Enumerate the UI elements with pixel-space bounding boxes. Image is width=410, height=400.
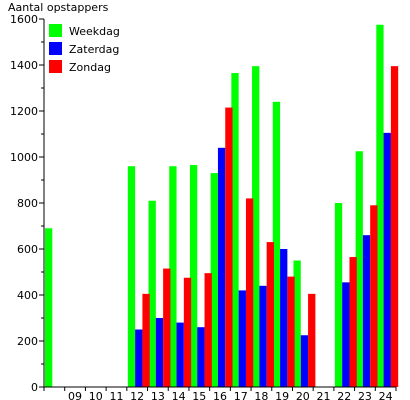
bar-zaterdag-16 (217, 147, 226, 387)
y-tick-label: 400 (17, 289, 38, 302)
x-tick-label: 16 (213, 390, 227, 400)
x-tick-label: 19 (275, 390, 289, 400)
bar-weekdag-14 (169, 166, 177, 387)
y-tick-label: 1200 (10, 105, 38, 118)
bar-weekdag-19 (272, 101, 281, 388)
legend-label-zondag: Zondag (69, 61, 111, 74)
bar-zaterdag-12 (135, 329, 143, 387)
legend: Weekdag Zaterdag Zondag (49, 24, 120, 74)
x-tick-label: 09 (68, 390, 82, 400)
bar-zondag-15 (204, 273, 212, 387)
x-axis: 09 10 11 12 13 14 15 16 17 18 19 20 21 22 23 24 (43, 386, 397, 400)
bar-weekdag-12 (127, 166, 136, 387)
bar-zondag-22 (349, 257, 357, 387)
bar-zaterdag-20 (300, 335, 309, 387)
bar-zaterdag-18 (259, 285, 267, 387)
x-tick-label: 20 (296, 390, 310, 400)
bar-zondag-23 (370, 205, 378, 387)
x-tick-label: 11 (109, 390, 123, 400)
bar-zaterdag-13 (155, 318, 164, 387)
bar-zondag-17 (245, 198, 254, 387)
bar-zondag-20 (308, 293, 316, 387)
bars (45, 24, 399, 388)
bar-zaterdag-22 (342, 282, 350, 387)
bar-zondag-19 (287, 276, 295, 387)
legend-swatch-zondag (49, 60, 62, 73)
y-tick-label: 1600 (10, 13, 38, 26)
bar-zaterdag-19 (280, 249, 288, 387)
bar-weekdag-17 (231, 73, 239, 388)
y-axis-label: Aantal opstappers (8, 1, 109, 14)
bar-zondag-16 (225, 107, 233, 388)
y-tick-label: 1400 (10, 59, 38, 72)
x-tick-label: 23 (358, 390, 372, 400)
legend-swatch-weekdag (49, 24, 62, 37)
bar-zondag-18 (266, 242, 274, 387)
bar-weekdag-16 (210, 173, 218, 387)
x-tick-label: 10 (89, 390, 103, 400)
x-tick-label: 17 (234, 390, 248, 400)
bar-weekdag-23 (355, 151, 363, 387)
x-tick-label: 18 (254, 390, 268, 400)
bar-zondag-13 (163, 268, 171, 387)
bar-zaterdag-15 (197, 327, 205, 387)
y-tick-label: 600 (17, 243, 38, 256)
bar-weekdag-18 (252, 66, 260, 388)
bar-weekdag-13 (148, 200, 156, 387)
bar-weekdag-15 (189, 165, 198, 387)
legend-label-weekdag: Weekdag (69, 25, 120, 38)
x-tick-label: 22 (337, 390, 351, 400)
x-tick-label: 14 (172, 390, 186, 400)
bar-zaterdag-14 (176, 322, 184, 387)
bar-zondag-12 (142, 293, 150, 387)
x-tick-label: 24 (379, 390, 393, 400)
bar-weekdag-24 (376, 24, 384, 387)
bar-zondag-24 (390, 66, 399, 388)
legend-swatch-zaterdag (49, 42, 62, 55)
x-tick-label: 12 (130, 390, 144, 400)
legend-label-zaterdag: Zaterdag (69, 43, 119, 56)
y-tick-label: 200 (17, 335, 38, 348)
bar-weekdag-20 (293, 260, 301, 387)
x-tick-label: 21 (317, 390, 331, 400)
y-tick-label: 800 (17, 197, 38, 210)
bar-zaterdag-24 (383, 132, 391, 387)
y-axis: 0 200 400 600 800 1000 1200 1400 1600 (10, 13, 45, 394)
x-tick-label: 15 (192, 390, 206, 400)
bar-zaterdag-17 (238, 290, 246, 387)
x-tick-label: 13 (151, 390, 165, 400)
y-tick-label: 1000 (10, 151, 38, 164)
bar-weekdag-22 (334, 203, 343, 387)
bar-zaterdag-23 (362, 235, 371, 387)
bar-weekdag-08 (45, 228, 53, 387)
bar-zondag-14 (183, 277, 192, 387)
y-tick-label: 0 (31, 381, 38, 394)
